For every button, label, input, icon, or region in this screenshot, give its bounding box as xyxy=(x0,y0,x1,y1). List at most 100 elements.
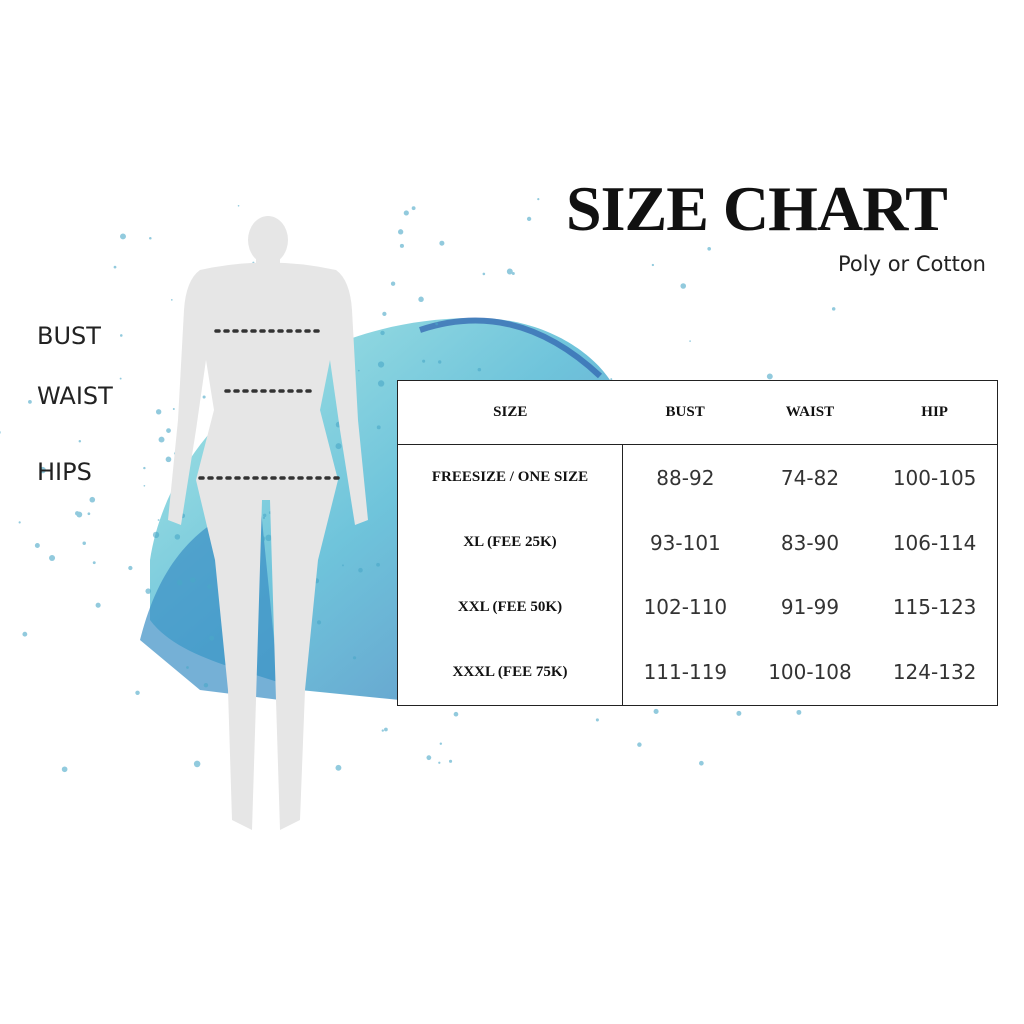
splatter-dot xyxy=(418,296,424,303)
size-cell: FREESIZE / ONE SIZE xyxy=(397,444,623,511)
size-cell: XXXL (FEE 75K) xyxy=(397,639,623,706)
splatter-dot xyxy=(202,395,206,399)
splatter-dot xyxy=(653,708,659,714)
size-cell: XL (FEE 25K) xyxy=(397,510,623,575)
splatter-dot xyxy=(74,511,80,516)
splatter-dot xyxy=(384,727,388,732)
splatter-dot xyxy=(128,565,133,571)
splatter-dot xyxy=(439,742,443,745)
header-size: SIZE xyxy=(397,380,623,445)
splatter-dot xyxy=(49,554,56,562)
splatter-dot xyxy=(651,263,655,267)
splatter-dot xyxy=(22,631,28,637)
bust-cell: 88-92 xyxy=(656,465,715,490)
splatter-dot xyxy=(438,360,442,364)
splatter-dot xyxy=(381,729,384,732)
header-waist: WAIST xyxy=(747,380,873,445)
splatter-dot xyxy=(796,709,802,715)
splatter-dot xyxy=(172,408,175,411)
table-row: XL (FEE 25K) 93-101 83-90 106-114 xyxy=(397,510,998,575)
table-header-row: SIZE BUST WAIST HIP xyxy=(397,380,998,445)
splatter-dot xyxy=(145,588,151,594)
splatter-dot xyxy=(265,534,272,542)
splatter-dot xyxy=(482,272,486,276)
waist-cell: 74-82 xyxy=(780,465,840,490)
table-row: FREESIZE / ONE SIZE 88-92 74-82 100-105 xyxy=(397,444,998,511)
splatter-dot xyxy=(119,334,123,337)
splatter-dot xyxy=(82,541,86,546)
splatter-dot xyxy=(699,760,704,766)
splatter-dot xyxy=(526,216,532,222)
header-bust: BUST xyxy=(622,380,748,445)
splatter-dot xyxy=(170,299,173,301)
splatter-dot xyxy=(403,210,409,216)
bust-cell: 111-119 xyxy=(643,660,728,685)
fabric-subtitle: Poly or Cotton xyxy=(838,252,986,276)
splatter-dot xyxy=(357,369,360,372)
splatter-dot xyxy=(158,436,165,443)
page-title: SIZE CHART xyxy=(566,173,948,244)
splatter-dot xyxy=(207,584,212,589)
splatter-dot xyxy=(689,340,691,342)
splatter-dot xyxy=(422,359,426,363)
splatter-dot xyxy=(176,579,183,586)
splatter-dot xyxy=(316,620,322,625)
size-table: SIZE BUST WAIST HIP FREESIZE / ONE SIZE 8… xyxy=(397,380,998,706)
body-silhouette xyxy=(168,216,368,830)
splatter-dot xyxy=(203,682,209,688)
splatter-dot xyxy=(448,759,453,763)
table-row: XXL (FEE 50K) 102-110 91-99 115-123 xyxy=(397,574,998,640)
splatter-dot xyxy=(174,534,181,540)
waist-cell: 100-108 xyxy=(768,660,852,685)
splatter-dot xyxy=(680,283,687,289)
splatter-dot xyxy=(537,198,540,201)
splatter-dot xyxy=(477,367,482,372)
hip-cell: 100-105 xyxy=(892,465,977,490)
splatter-dot xyxy=(262,516,266,519)
splatter-dot xyxy=(766,373,773,380)
splatter-dot xyxy=(426,755,432,761)
hip-cell: 106-114 xyxy=(892,530,977,555)
splatter-dot xyxy=(736,710,742,716)
splatter-dot xyxy=(165,456,172,463)
splatter-dot xyxy=(157,519,160,521)
header-hip: HIP xyxy=(872,380,998,445)
splatter-dot xyxy=(34,543,40,548)
splatter-dot xyxy=(0,430,1,434)
splatter-dot xyxy=(397,229,404,235)
splatter-dot xyxy=(186,666,189,669)
splatter-dot xyxy=(390,281,396,286)
splatter-dot xyxy=(39,466,46,474)
bust-cell: 93-101 xyxy=(649,530,721,555)
splatter-dot xyxy=(377,361,385,368)
waist-cell: 83-90 xyxy=(780,530,840,555)
size-cell: XXL (FEE 50K) xyxy=(397,574,623,640)
splatter-dot xyxy=(342,564,344,567)
splatter-dot xyxy=(335,443,342,450)
splatter-dot xyxy=(119,377,122,380)
splatter-dot xyxy=(209,635,215,641)
hips-label: HIPS xyxy=(37,458,92,486)
splatter-dot xyxy=(377,380,385,387)
splatter-dot xyxy=(78,439,82,443)
splatter-dot xyxy=(89,496,96,503)
splatter-dot xyxy=(831,307,836,311)
splatter-dot xyxy=(637,742,642,747)
splatter-dot xyxy=(263,513,267,518)
splatter-dot xyxy=(190,577,196,583)
splatter-dot xyxy=(376,425,381,430)
hip-cell: 124-132 xyxy=(892,660,977,685)
hip-cell: 115-123 xyxy=(892,595,977,620)
splatter-dot xyxy=(61,766,68,773)
splatter-dot xyxy=(152,531,160,539)
splatter-dot xyxy=(87,512,91,516)
splatter-dot xyxy=(411,206,416,211)
bust-label: BUST xyxy=(37,322,101,350)
splatter-dot xyxy=(143,466,146,470)
waist-label: WAIST xyxy=(37,382,113,410)
splatter-dot xyxy=(193,760,201,768)
splatter-dot xyxy=(610,378,613,381)
splatter-dot xyxy=(28,400,32,404)
table-row: XXXL (FEE 75K) 111-119 100-108 124-132 xyxy=(397,639,998,706)
splatter-dot xyxy=(149,236,152,240)
